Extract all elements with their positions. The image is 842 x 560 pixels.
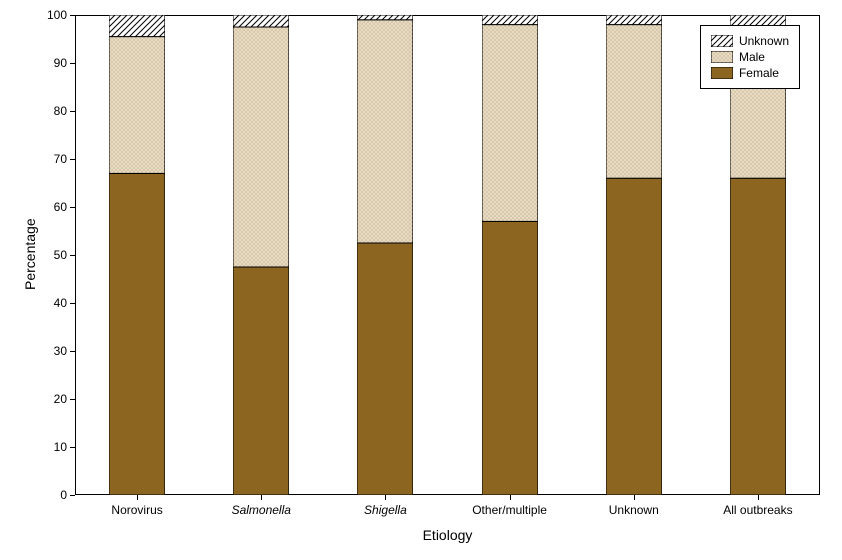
- x-tick-label: Shigella: [364, 503, 407, 517]
- y-tick-label: 40: [37, 296, 67, 310]
- bar-segment-female: [357, 243, 413, 495]
- bar-segment-male: [482, 25, 538, 222]
- y-tick-mark: [70, 111, 75, 112]
- legend-swatch: [711, 67, 733, 79]
- bar-segment-unknown: [606, 15, 662, 25]
- y-tick-label: 50: [37, 248, 67, 262]
- y-tick-mark: [70, 255, 75, 256]
- x-tick-label: All outbreaks: [723, 503, 792, 517]
- legend: Unknown Male Female: [700, 25, 800, 89]
- bar-group: [357, 15, 413, 495]
- y-tick-mark: [70, 351, 75, 352]
- bar-segment-unknown: [109, 15, 165, 37]
- x-tick-label: Norovirus: [111, 503, 162, 517]
- bar-segment-male: [233, 27, 289, 267]
- bar-segment-female: [730, 178, 786, 495]
- x-tick-label: Salmonella: [232, 503, 291, 517]
- bar-group: [482, 15, 538, 495]
- x-tick-mark: [510, 495, 511, 500]
- bar-group: [606, 15, 662, 495]
- legend-label: Female: [739, 66, 779, 80]
- x-tick-mark: [385, 495, 386, 500]
- y-tick-mark: [70, 159, 75, 160]
- bar-group: [233, 15, 289, 495]
- bar-segment-female: [606, 178, 662, 495]
- y-tick-mark: [70, 303, 75, 304]
- bar-segment-male: [606, 25, 662, 179]
- stacked-bar-chart: 0 10 20 30 40 50 60 70 80 90 100 Norovirus Salmonel…: [0, 0, 842, 560]
- y-tick-label: 20: [37, 392, 67, 406]
- y-tick-label: 80: [37, 104, 67, 118]
- bar-segment-unknown: [233, 15, 289, 27]
- legend-label: Male: [739, 50, 765, 64]
- legend-item-female: Female: [711, 66, 789, 80]
- y-tick-mark: [70, 207, 75, 208]
- legend-item-male: Male: [711, 50, 789, 64]
- x-tick-mark: [137, 495, 138, 500]
- y-tick-mark: [70, 63, 75, 64]
- x-axis-label: Etiology: [75, 527, 820, 543]
- legend-item-unknown: Unknown: [711, 34, 789, 48]
- x-tick-mark: [634, 495, 635, 500]
- bar-segment-male: [357, 20, 413, 243]
- bar-group: [109, 15, 165, 495]
- y-tick-label: 0: [37, 488, 67, 502]
- y-tick-mark: [70, 15, 75, 16]
- bar-segment-unknown: [482, 15, 538, 25]
- y-tick-label: 100: [37, 8, 67, 22]
- x-tick-label: Unknown: [609, 503, 659, 517]
- bar-segment-female: [233, 267, 289, 495]
- x-tick-mark: [261, 495, 262, 500]
- legend-swatch: [711, 35, 733, 47]
- bar-segment-female: [482, 221, 538, 495]
- y-axis-label: Percentage: [22, 218, 38, 290]
- bar-segment-male: [109, 37, 165, 174]
- y-tick-label: 60: [37, 200, 67, 214]
- bar-segment-unknown: [357, 15, 413, 20]
- x-tick-mark: [758, 495, 759, 500]
- y-tick-mark: [70, 399, 75, 400]
- legend-swatch: [711, 51, 733, 63]
- y-tick-label: 10: [37, 440, 67, 454]
- y-tick-mark: [70, 495, 75, 496]
- y-tick-label: 90: [37, 56, 67, 70]
- y-tick-label: 30: [37, 344, 67, 358]
- y-tick-label: 70: [37, 152, 67, 166]
- legend-label: Unknown: [739, 34, 789, 48]
- bar-segment-female: [109, 173, 165, 495]
- x-tick-label: Other/multiple: [472, 503, 547, 517]
- y-tick-mark: [70, 447, 75, 448]
